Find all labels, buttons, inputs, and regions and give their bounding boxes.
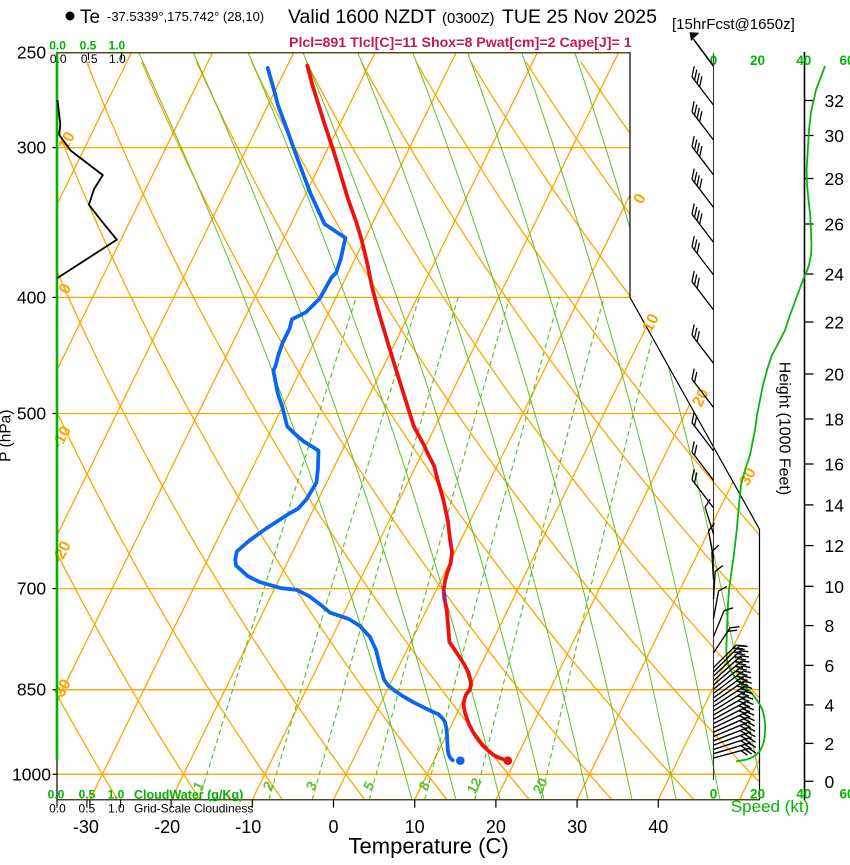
svg-text:-10: -10 bbox=[235, 817, 261, 837]
svg-text:(0300Z): (0300Z) bbox=[442, 10, 495, 27]
svg-text:4: 4 bbox=[825, 695, 835, 715]
svg-text:700: 700 bbox=[17, 579, 46, 599]
svg-text:Temperature (C): Temperature (C) bbox=[349, 834, 509, 859]
svg-text:1.0: 1.0 bbox=[109, 52, 126, 66]
svg-text:30: 30 bbox=[825, 126, 845, 146]
svg-text:Te: Te bbox=[80, 7, 100, 28]
svg-text:20: 20 bbox=[750, 53, 765, 68]
svg-text:P (hPa): P (hPa) bbox=[0, 410, 15, 462]
svg-text:26: 26 bbox=[825, 215, 844, 235]
svg-text:2: 2 bbox=[825, 734, 835, 754]
svg-text:400: 400 bbox=[17, 287, 46, 307]
svg-text:300: 300 bbox=[17, 138, 46, 158]
svg-text:12: 12 bbox=[825, 536, 844, 556]
svg-text:24: 24 bbox=[825, 265, 845, 285]
svg-text:1.0: 1.0 bbox=[108, 788, 125, 802]
svg-text:28: 28 bbox=[825, 169, 844, 189]
svg-text:0: 0 bbox=[825, 772, 835, 792]
svg-text:22: 22 bbox=[825, 313, 844, 333]
svg-text:Height (1000 Feet): Height (1000 Feet) bbox=[776, 362, 793, 495]
svg-text:40: 40 bbox=[796, 53, 811, 68]
svg-text:Plcl=891 Tlcl[C]=11 Shox=8 Pwa: Plcl=891 Tlcl[C]=11 Shox=8 Pwat[cm]=2 Ca… bbox=[289, 35, 632, 51]
svg-text:60: 60 bbox=[839, 787, 850, 802]
svg-text:30: 30 bbox=[567, 817, 587, 837]
svg-text:40: 40 bbox=[648, 817, 668, 837]
svg-text:850: 850 bbox=[17, 680, 46, 700]
svg-text:0.0: 0.0 bbox=[48, 788, 65, 802]
svg-text:1.0: 1.0 bbox=[108, 802, 125, 816]
svg-text:Grid-Scale Cloudiness: Grid-Scale Cloudiness bbox=[134, 802, 253, 816]
svg-text:0.5: 0.5 bbox=[81, 52, 98, 66]
svg-text:-20: -20 bbox=[154, 817, 180, 837]
svg-text:0.5: 0.5 bbox=[80, 38, 97, 52]
svg-text:TUE 25 Nov 2025: TUE 25 Nov 2025 bbox=[502, 6, 657, 28]
svg-text:6: 6 bbox=[825, 656, 835, 676]
svg-text:14: 14 bbox=[825, 495, 845, 515]
svg-text:-37.5339°,175.742° (28,10): -37.5339°,175.742° (28,10) bbox=[107, 9, 264, 24]
svg-text:0.0: 0.0 bbox=[50, 52, 67, 66]
svg-text:0.0: 0.0 bbox=[49, 802, 66, 816]
svg-text:1000: 1000 bbox=[12, 764, 51, 784]
svg-text:250: 250 bbox=[17, 43, 46, 63]
svg-text:18: 18 bbox=[825, 410, 844, 430]
svg-text:32: 32 bbox=[825, 91, 844, 111]
svg-text:0.5: 0.5 bbox=[79, 802, 96, 816]
svg-text:10: 10 bbox=[825, 577, 845, 597]
svg-text:60: 60 bbox=[839, 53, 850, 68]
svg-text:CloudWater (g/Kg): CloudWater (g/Kg) bbox=[134, 788, 243, 802]
svg-text:-30: -30 bbox=[73, 817, 99, 837]
svg-text:20: 20 bbox=[825, 365, 845, 385]
svg-text:[15hrFcst@1650z]: [15hrFcst@1650z] bbox=[672, 16, 795, 33]
svg-text:500: 500 bbox=[17, 404, 46, 424]
svg-text:1.0: 1.0 bbox=[108, 38, 125, 52]
svg-text:Speed (kt): Speed (kt) bbox=[731, 797, 809, 816]
svg-text:16: 16 bbox=[825, 455, 844, 475]
svg-text:0: 0 bbox=[710, 787, 718, 802]
svg-text:0.5: 0.5 bbox=[79, 788, 96, 802]
svg-text:8: 8 bbox=[825, 616, 835, 636]
svg-text:0.0: 0.0 bbox=[49, 38, 66, 52]
svg-text:0: 0 bbox=[328, 817, 338, 837]
svg-text:Valid 1600 NZDT: Valid 1600 NZDT bbox=[288, 6, 436, 28]
